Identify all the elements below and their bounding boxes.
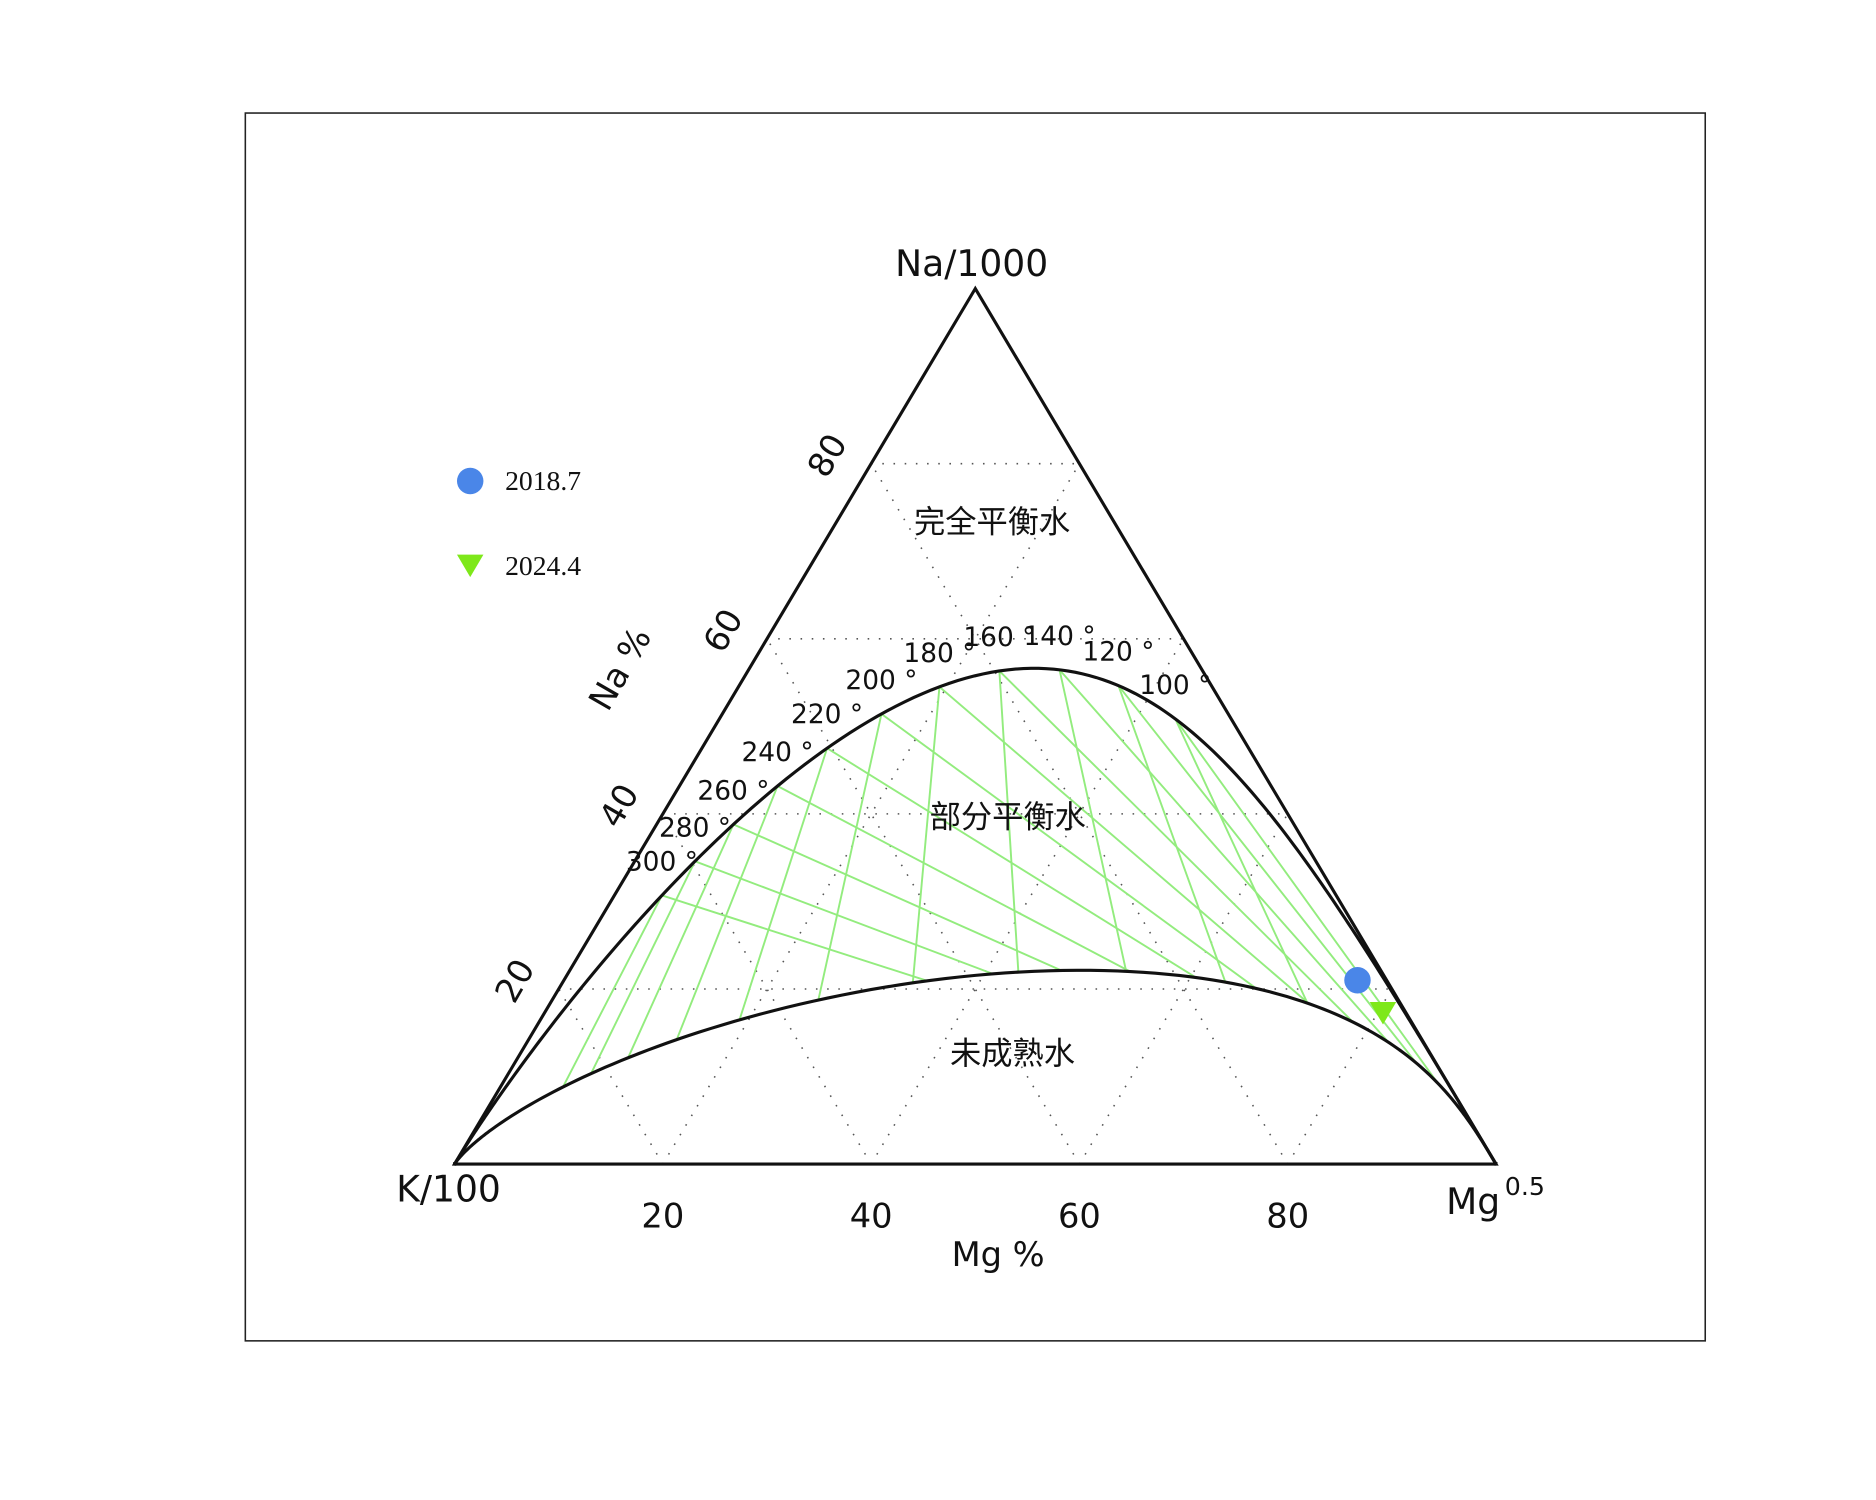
legend-marker <box>456 467 484 495</box>
legend-label: 2018.7 <box>505 465 581 496</box>
isotherm-line <box>522 668 977 1165</box>
isotherm-label: 300 ° <box>626 846 698 877</box>
isotherm-label: 200 ° <box>845 665 917 696</box>
isotherm-label: 280 ° <box>659 812 731 843</box>
isotherm-label: 220 ° <box>791 699 863 730</box>
apex-left-label: K/100 <box>396 1169 501 1211</box>
isotherm-label: 180 ° <box>903 638 975 669</box>
region-label: 未成熟水 <box>950 1036 1075 1071</box>
triangle-outline <box>451 285 1499 1166</box>
isotherm-line <box>895 668 977 1165</box>
isotherm-line <box>545 668 977 1165</box>
labels: Na/1000 K/100 Mg 0.5 Na % Mg % 完全平衡水 部分平… <box>396 243 1545 1274</box>
isotherm-line <box>770 668 1496 1165</box>
na-tick-label: 60 <box>696 602 751 659</box>
grid-line <box>558 988 664 1165</box>
curves <box>451 285 1499 1166</box>
isotherm-line <box>621 881 1496 1165</box>
isotherm-label: 260 ° <box>697 775 769 806</box>
grid-line <box>662 813 872 1165</box>
isotherm-line <box>974 668 1170 1165</box>
isotherm-line <box>579 668 977 1165</box>
mg-tick-label: 60 <box>1058 1197 1101 1236</box>
na-tick-label: 80 <box>800 427 855 484</box>
isotherm-line <box>974 668 1032 1165</box>
isotherm-label: 160 ° <box>963 622 1035 653</box>
isotherm-line <box>702 745 1496 1165</box>
isotherm-label: 120 ° <box>1082 637 1154 668</box>
apex-right-label: Mg <box>1446 1181 1500 1223</box>
mg-tick-label: 40 <box>850 1197 893 1236</box>
grid-line <box>1287 988 1393 1165</box>
sample-point <box>1369 1002 1397 1025</box>
grid-line <box>1078 813 1289 1165</box>
isotherm-label: 140 ° <box>1023 621 1095 652</box>
isotherm-line <box>672 796 1496 1165</box>
isotherm-lines <box>522 668 1496 1165</box>
sample-point <box>1344 967 1371 994</box>
apex-top-label: Na/1000 <box>895 243 1048 285</box>
na-axis-label: Na % <box>581 621 659 717</box>
full-equilibrium-curve <box>453 666 1498 1166</box>
na-tick-label: 20 <box>487 952 542 1009</box>
isotherm-label: 240 ° <box>741 737 813 768</box>
legend-marker <box>456 554 484 578</box>
na-tick-label: 40 <box>591 777 646 834</box>
mg-tick-label: 20 <box>641 1197 684 1236</box>
grid-line <box>766 638 1081 1165</box>
grid-line <box>870 638 1185 1165</box>
isotherm-line <box>924 668 1496 1165</box>
region-label: 完全平衡水 <box>914 505 1070 540</box>
isotherm-line <box>901 668 1496 1165</box>
mg-tick-label: 80 <box>1266 1197 1309 1236</box>
isotherm-line <box>735 690 1496 1165</box>
isotherm-line <box>974 668 1292 1165</box>
mg-axis-label: Mg % <box>952 1235 1045 1274</box>
immature-water-curve <box>453 968 1498 1166</box>
legend-label: 2024.4 <box>505 550 581 581</box>
isotherm-label: 100 ° <box>1139 670 1211 701</box>
plot-frame <box>244 112 1707 1342</box>
isotherm-line <box>974 668 1384 1165</box>
apex-right-superscript: 0.5 <box>1505 1172 1545 1201</box>
region-label: 部分平衡水 <box>930 799 1086 834</box>
